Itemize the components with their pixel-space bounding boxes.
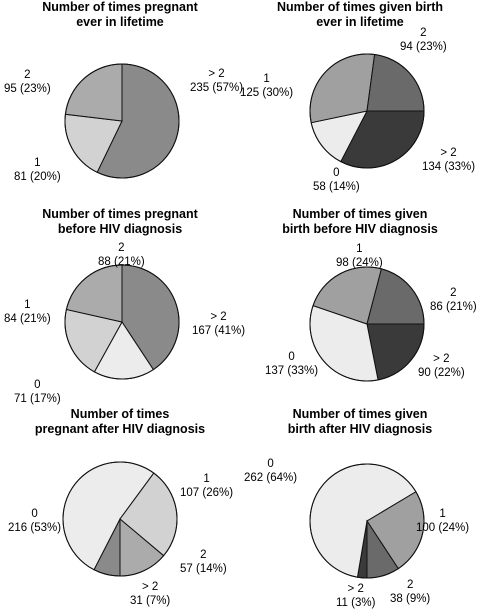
chart-title: Number of times given birth before HIV d… [282,207,438,236]
slice-label-0: 0 71 (17%) [14,379,61,405]
slice-label-0: 0 216 (53%) [8,508,62,534]
slice-label-gt2: > 2 167 (41%) [192,311,246,337]
pie-chart [309,53,425,169]
pie-panel-1: Number of times pregnant ever in lifetim… [0,0,244,203]
slice-label-1: 1 107 (26%) [180,473,234,499]
slice-label-2: 2 38 (9%) [390,579,431,605]
pie-chart [309,463,425,579]
pie-panel-3: Number of times pregnant before HIV diag… [0,207,245,410]
slice-label-gt2: > 2 90 (22%) [418,353,465,379]
pie-panel-4: Number of times given birth before HIV d… [240,207,480,410]
pie-chart [64,264,180,380]
pie-panel-2: Number of times given birth ever in life… [240,0,480,203]
slice-label-1: 1 125 (30%) [240,73,294,99]
slice-label-1: 1 84 (21%) [4,299,51,325]
slice-label-0: 0 58 (14%) [313,167,360,193]
slice-label-gt2: > 2 31 (7%) [130,581,171,607]
slice-label-2: 2 95 (23%) [4,69,51,95]
slice-label-2: 2 57 (14%) [180,549,227,575]
pie-panel-5: Number of times pregnant after HIV diagn… [0,407,240,610]
pie-panel-6: Number of times given birth after HIV di… [240,407,480,610]
slice-label-gt2: > 2 134 (33%) [422,147,476,173]
pie-outline [309,463,425,579]
slice-label-1: 1 98 (24%) [336,243,383,269]
slice-label-0: 0 137 (33%) [265,351,319,377]
pie-outline [309,266,425,382]
pie-chart [64,63,180,179]
slice-label-gt2: > 2 11 (3%) [336,583,376,609]
slice-label-1: 1 81 (20%) [14,157,61,183]
chart-title: Number of times pregnant ever in lifetim… [42,0,198,29]
pie-outline [309,53,425,169]
pie-slice-2 [64,63,123,122]
chart-title: Number of times pregnant after HIV diagn… [34,407,206,436]
pie-outline [62,461,178,577]
chart-title: Number of times given birth ever in life… [277,0,443,29]
chart-title: Number of times given birth after HIV di… [287,407,433,436]
pie-chart [62,461,178,577]
slice-label-gt2: > 2 235 (57%) [190,68,244,94]
slice-label-2: 2 88 (21%) [98,242,145,268]
chart-title: Number of times pregnant before HIV diag… [42,207,198,236]
slice-label-2: 2 86 (21%) [430,287,477,313]
pie-slice-2 [366,53,425,112]
slice-label-0: 0 262 (64%) [244,458,298,484]
pie-outline [64,63,180,179]
slice-label-1: 1 100 (24%) [416,508,470,534]
slice-label-2: 2 94 (23%) [400,27,447,53]
pie-outline [64,264,180,380]
pie-chart [309,266,425,382]
